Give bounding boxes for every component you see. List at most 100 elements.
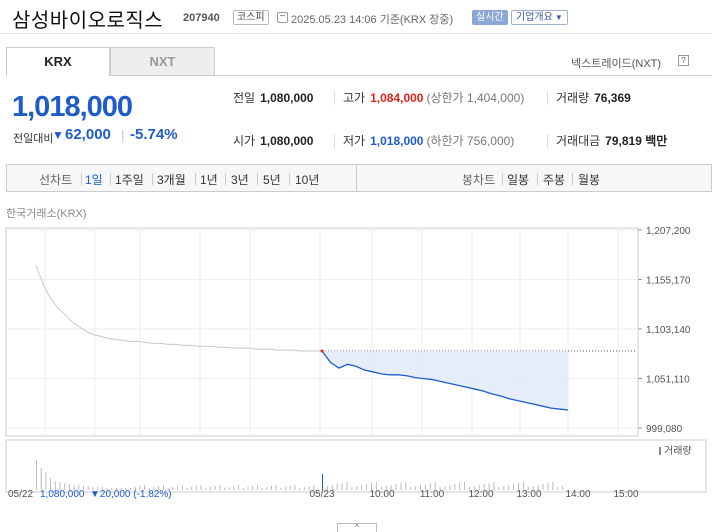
- volume-bar: [256, 485, 258, 490]
- divider: [81, 173, 82, 185]
- period-1y[interactable]: 1년: [200, 173, 218, 187]
- tab-nxt[interactable]: NXT: [110, 47, 215, 76]
- y-tick-label: 1,207,200: [646, 226, 691, 237]
- volume-bar: [522, 482, 524, 490]
- divider: [110, 173, 111, 185]
- volume-bar: [228, 487, 230, 490]
- volume-bar: [464, 482, 466, 490]
- period-5y[interactable]: 5년: [263, 173, 281, 187]
- volume-bar: [410, 487, 412, 490]
- volume-bar: [97, 487, 99, 490]
- volume-bar: [158, 486, 160, 490]
- price-chart[interactable]: 1,207,200 1,155,170 1,103,140 1,051,110 999,…: [0, 220, 712, 532]
- y-tick-label: 999,080: [646, 424, 683, 435]
- volume-bar: [191, 487, 193, 490]
- tab-krx[interactable]: KRX: [6, 47, 110, 76]
- volume-bar: [64, 483, 66, 490]
- high-stat: 고가 1,084,000 (상한가 1,404,000): [343, 91, 525, 105]
- volume-bar: [483, 484, 485, 490]
- x-axis: 05/23 10:00 11:00 12:00 13:00 14:00 15:00: [309, 489, 638, 500]
- chevron-down-icon: ▼: [554, 13, 563, 22]
- volume-bar: [73, 485, 75, 490]
- volume-bar: [439, 487, 441, 490]
- volume-bar: [111, 488, 113, 490]
- volume-bar: [294, 485, 296, 490]
- volume-bar: [238, 485, 240, 490]
- period-3y[interactable]: 3년: [231, 173, 249, 187]
- volume-bar: [289, 486, 291, 490]
- volume-bar: [351, 487, 353, 490]
- header: 삼성바이오로직스 207940 코스피 2025.05.23 14:06 기준(…: [0, 0, 712, 34]
- divider: [572, 173, 573, 185]
- x-tick-label: 12:00: [468, 489, 493, 500]
- volume-bar: [557, 487, 559, 490]
- volume-bar: [167, 488, 169, 490]
- volume-bar: [478, 485, 480, 490]
- period-1w[interactable]: 1주일: [115, 173, 144, 187]
- help-icon[interactable]: ?: [678, 55, 689, 66]
- chart-scroll-handle[interactable]: ^: [337, 523, 377, 532]
- realtime-button[interactable]: 실시간: [472, 10, 508, 25]
- candle-weekly[interactable]: 주봉: [543, 173, 566, 187]
- volume-bar: [209, 487, 211, 490]
- volume-bar: [261, 488, 263, 490]
- candle-chart-label: 봉차트: [462, 173, 496, 187]
- volume-bar: [390, 485, 392, 490]
- period-10y[interactable]: 10년: [295, 173, 320, 187]
- volume-bar: [200, 485, 202, 490]
- volume-bar: [434, 482, 436, 490]
- period-1d[interactable]: 1일: [85, 173, 103, 187]
- volume-bar: [50, 478, 52, 490]
- volume-bar: [242, 488, 244, 490]
- y-tick-label: 1,051,110: [646, 375, 690, 386]
- volume-bar: [542, 484, 544, 490]
- series-line-prev-day: [35, 265, 322, 352]
- volume-bar: [275, 485, 277, 490]
- volume-bar: [83, 486, 84, 490]
- prev-close-stat: 전일 1,080,000: [233, 91, 314, 105]
- volume-bar: [444, 486, 446, 490]
- volume-bar: [385, 486, 387, 490]
- volume-bar: [153, 487, 155, 490]
- volume-bar: [473, 486, 475, 490]
- volume-bar: [181, 485, 183, 490]
- volume-bar: [92, 487, 94, 490]
- volume-bar: [395, 484, 397, 490]
- volume-bar: [326, 486, 328, 490]
- divider: [537, 173, 538, 185]
- divider: [547, 91, 548, 105]
- volume-stat: 거래량 76,369: [556, 91, 631, 105]
- volume-bar: [266, 487, 268, 490]
- series-line-today: [321, 350, 569, 411]
- volume-bar: [346, 482, 348, 490]
- candle-daily[interactable]: 일봉: [507, 173, 530, 187]
- volume-bar: [59, 482, 61, 490]
- volume-plot-area: [5, 439, 707, 493]
- volume-bar: [36, 460, 37, 490]
- market-badge: 코스피: [233, 10, 269, 25]
- volume-bar: [162, 485, 164, 490]
- volume-bar: [371, 483, 372, 490]
- volume-bar: [40, 468, 42, 490]
- volume-bar: [130, 488, 131, 490]
- low-stat: 저가 1,018,000 (하한가 756,000): [343, 134, 515, 148]
- volume-bar: [308, 486, 310, 490]
- volume-bar: [552, 482, 554, 490]
- volume-bar: [299, 488, 301, 490]
- y-axis: 1,207,200 1,155,170 1,103,140 1,051,110 999,…: [638, 226, 691, 435]
- divider: [547, 134, 548, 148]
- volume-bar: [280, 488, 282, 490]
- divider: [257, 173, 258, 185]
- volume-bar: [303, 487, 305, 490]
- footer-close: 1,080,000: [40, 489, 85, 500]
- divider: [502, 173, 503, 185]
- volume-bar: [134, 487, 136, 490]
- divider: [334, 134, 335, 148]
- divider: [152, 173, 153, 185]
- volume-bar: [177, 486, 178, 490]
- price-change: 62,000: [65, 126, 111, 143]
- corp-info-dropdown[interactable]: 기업개요 ▼: [511, 10, 568, 25]
- period-3m[interactable]: 3개월: [157, 173, 186, 187]
- candle-monthly[interactable]: 월봉: [578, 173, 601, 187]
- nxt-rate-link[interactable]: 넥스트레이드(NXT): [571, 58, 662, 70]
